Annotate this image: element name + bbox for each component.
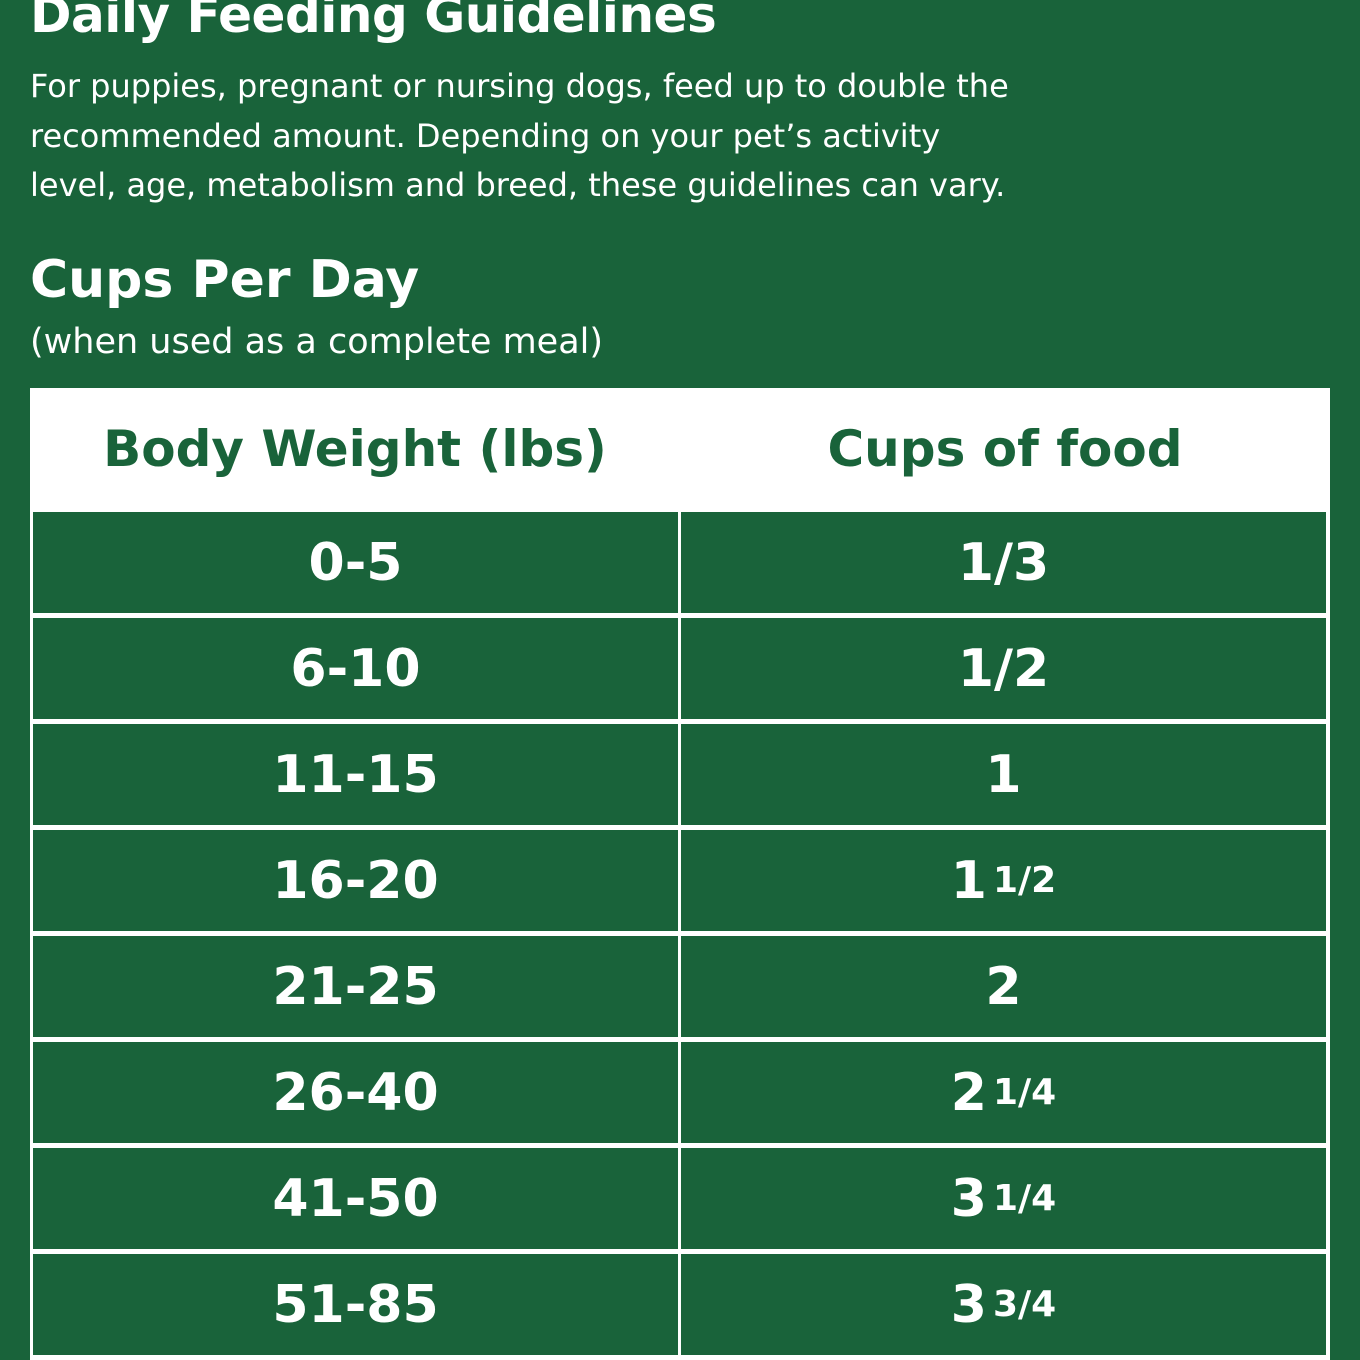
cups-cell: 3 3/4: [681, 1254, 1326, 1355]
weight-cell: 0-5: [33, 512, 678, 613]
section-subtitle: (when used as a complete meal): [30, 322, 604, 362]
column-header: Cups of food: [827, 420, 1183, 478]
cups-cell: 2 1/4: [681, 1042, 1326, 1143]
intro: For puppies, pregnant or nursing dogs, f…: [30, 62, 1009, 211]
intro-line: level, age, metabolism and breed, these …: [30, 166, 1006, 204]
weight-cell: 41-50: [33, 1148, 678, 1249]
cups-cell: 1/3: [681, 512, 1326, 613]
title: Daily Feeding Guidelines: [30, 0, 717, 44]
cups-cell: 3 1/4: [681, 1148, 1326, 1249]
intro-line: For puppies, pregnant or nursing dogs, f…: [30, 67, 1009, 105]
feeding-table: Body Weight (lbs) Cups of food 0-5 1/3 6-10 1…: [30, 388, 1330, 1360]
weight-cell: 26-40: [33, 1042, 678, 1143]
section-title: Cups Per Day: [30, 250, 420, 310]
column-header: Body Weight (lbs): [103, 420, 607, 478]
cups-cell: 2: [681, 936, 1326, 1037]
cups-cell: 1: [681, 724, 1326, 825]
cups-cell: 1/2: [681, 618, 1326, 719]
intro-line: recommended amount. Depending on your pe…: [30, 116, 941, 155]
weight-cell: 6-10: [33, 618, 678, 719]
weight-cell: 51-85: [33, 1254, 678, 1355]
cups-cell: 1 1/2: [681, 830, 1326, 931]
weight-cell: 11-15: [33, 724, 678, 825]
weight-cell: 16-20: [33, 830, 678, 931]
weight-cell: 21-25: [33, 936, 678, 1037]
